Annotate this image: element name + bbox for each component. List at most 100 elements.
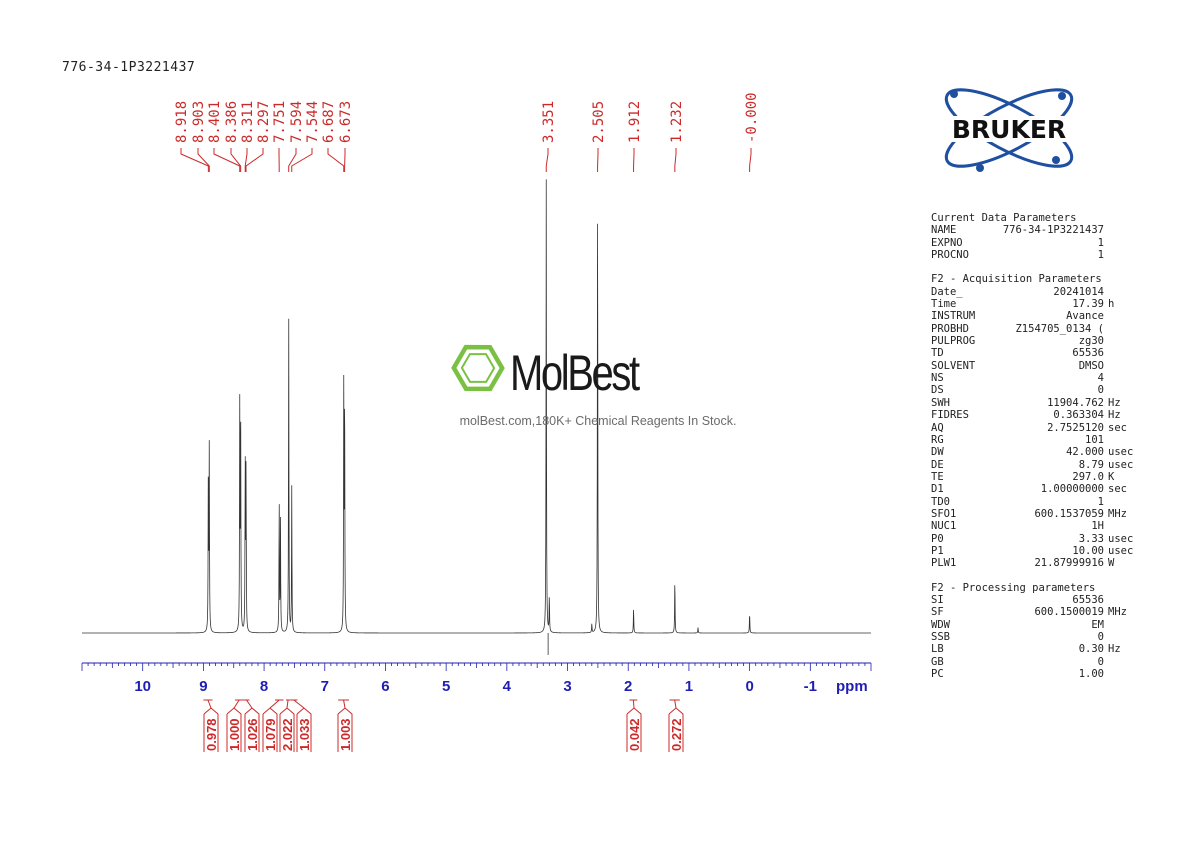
param-value: 65536 [1072, 347, 1104, 360]
peak-label-leader [288, 148, 297, 172]
integral-marker: 1.079 [262, 699, 284, 752]
peak-label: 8.297 [245, 101, 272, 172]
param-unit [1104, 434, 1146, 446]
x-axis-tick-label: 6 [381, 678, 389, 695]
x-axis-label: ppm [836, 678, 868, 695]
param-row: P1 10.00 usec [931, 545, 1146, 557]
param-key: TD0 [931, 495, 950, 508]
param-unit [1104, 668, 1146, 680]
integral-value: 0.978 [204, 718, 219, 751]
param-value: 600.1500019 [1034, 606, 1104, 619]
integral-value: 1.079 [263, 718, 278, 751]
param-row: D1 1.00000000 sec [931, 483, 1146, 495]
peak-label-leader [674, 148, 677, 172]
param-key: PLW1 [931, 557, 957, 570]
integral-value: 2.022 [280, 718, 295, 751]
param-row: Time 17.39 h [931, 298, 1146, 310]
param-unit [1104, 335, 1146, 347]
param-value: 0 [1097, 655, 1104, 668]
param-unit [1104, 286, 1146, 298]
param-value: 0.30 [1078, 643, 1104, 656]
param-value: 8.79 [1078, 458, 1104, 471]
peak-label: -0.000 [744, 92, 760, 172]
param-value: 4 [1097, 372, 1104, 385]
peak-label-leader [197, 148, 210, 172]
integral-bracket [226, 699, 244, 752]
peak-label-text: 8.311 [240, 101, 256, 143]
param-value: 776-34-1P3221437 [1002, 224, 1104, 237]
param-key: P1 [931, 544, 944, 557]
param-key: Date_ [931, 285, 963, 298]
param-key: PROBHD [931, 322, 969, 335]
integral-marker: 1.003 [337, 699, 353, 752]
param-row: PC 1.00 [931, 668, 1146, 680]
param-unit: Hz [1108, 396, 1121, 409]
peak-label-text: 7.751 [272, 101, 288, 143]
param-unit: W [1108, 557, 1115, 570]
param-row: LB 0.30 Hz [931, 643, 1146, 655]
param-key: LB [931, 643, 944, 656]
peak-label-leader [245, 148, 264, 172]
integral-labels: 0.978 1.000 1.026 1.079 2.022 1.033 1.003 0.042… [203, 699, 684, 752]
param-value: 0 [1097, 631, 1104, 643]
x-axis-tick-label: -1 [804, 678, 817, 695]
integral-marker: 1.026 [243, 699, 260, 752]
peak-label-leader [327, 148, 345, 172]
param-value: EM [1091, 618, 1104, 631]
param-value: 11904.762 [1047, 396, 1104, 409]
integral-bracket [337, 699, 353, 752]
integral-marker: 0.978 [203, 699, 219, 752]
param-key: PC [931, 668, 944, 681]
param-row: Date_ 20241014 [931, 286, 1146, 298]
integral-bracket [668, 699, 684, 752]
param-row: SSB 0 [931, 631, 1146, 643]
param-value: 1.00000000 [1040, 483, 1104, 496]
param-value: Z154705_0134 ( [1015, 322, 1104, 335]
param-unit [1104, 224, 1146, 236]
param-value: 20241014 [1053, 285, 1104, 298]
x-axis-tick-label: 10 [134, 678, 151, 695]
param-row: EXPNO 1 [931, 237, 1146, 249]
param-unit [1104, 619, 1146, 631]
param-unit: sec [1108, 421, 1127, 434]
peak-label: 7.594 [288, 101, 305, 172]
param-unit [1104, 594, 1146, 606]
param-key: Time [931, 298, 957, 311]
param-unit [1104, 656, 1146, 668]
param-key: EXPNO [931, 236, 963, 249]
param-row: RG 101 [931, 434, 1146, 446]
param-row: DE 8.79 usec [931, 459, 1146, 471]
integral-marker: 0.042 [626, 699, 642, 752]
param-value: 1.00 [1078, 668, 1104, 681]
x-axis-tick-label: 8 [260, 678, 268, 695]
peak-label-leader [230, 148, 242, 172]
param-key: GB [931, 655, 944, 668]
integral-value: 1.033 [297, 718, 312, 751]
param-key: RG [931, 433, 944, 446]
peak-label-text: 7.544 [305, 101, 321, 143]
peak-label-leader [545, 148, 549, 172]
peak-label-text: 8.903 [191, 101, 207, 143]
peak-label-text: 8.386 [224, 101, 240, 143]
param-row: DS 0 [931, 384, 1146, 396]
peak-label-text: 8.918 [174, 101, 190, 143]
integral-value: 0.272 [669, 718, 684, 751]
spectrum-trace [82, 179, 871, 634]
molbest-logo-text: MolBest [510, 345, 640, 401]
param-unit: usec [1108, 532, 1134, 545]
param-value: 17.39 [1072, 298, 1104, 311]
param-unit: sec [1108, 483, 1127, 496]
integral-bracket [262, 699, 284, 752]
peak-label-leader [749, 148, 752, 172]
param-row: PULPROG zg30 [931, 335, 1146, 347]
param-key: SFO1 [931, 507, 957, 520]
param-unit [1104, 384, 1146, 396]
integral-marker: 0.272 [668, 699, 684, 752]
param-row: SWH 11904.762 Hz [931, 397, 1146, 409]
param-value: 21.87999916 [1034, 557, 1104, 570]
param-unit [1104, 347, 1146, 359]
param-row: NUC1 1H [931, 520, 1146, 532]
peak-label: 6.673 [338, 101, 354, 172]
peak-label: 8.386 [224, 101, 242, 172]
x-axis-tick-label: 3 [563, 678, 571, 695]
